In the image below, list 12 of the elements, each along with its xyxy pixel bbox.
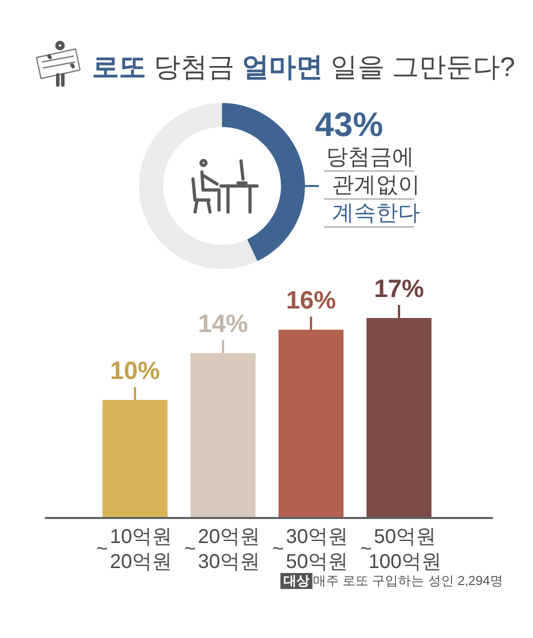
slice-label: 당첨금에 관계없이 계속한다 — [326, 144, 420, 225]
text: 대상 매주 로또 구입하는 성인 2,294명 — [283, 573, 503, 588]
x-tick-label: 20억원~30억원 — [184, 526, 260, 573]
data-label: 43% — [315, 106, 384, 144]
chart-title: 로또 당첨금 얼마면 일을 그만둔다? — [92, 52, 516, 82]
x-tick-label: 30억원~50억원 — [272, 526, 348, 573]
x-tick-label: 10억원~20억원 — [96, 526, 172, 573]
data-label: 16% — [286, 286, 336, 315]
x-tick-label: 50억원~100억원 — [360, 526, 442, 573]
data-label: 14% — [198, 310, 248, 338]
data-label: 10% — [110, 356, 160, 385]
data-label: 17% — [374, 275, 424, 303]
